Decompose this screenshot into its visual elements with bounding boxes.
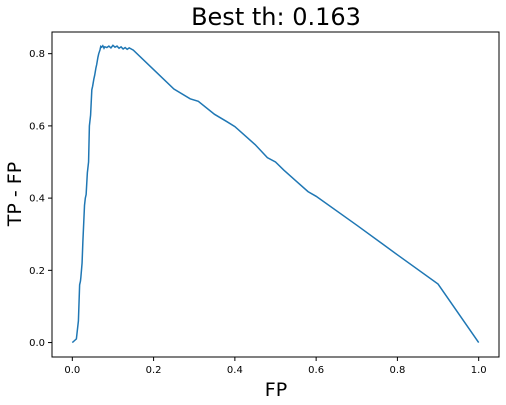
- y-tick-label: 0.6: [29, 121, 45, 132]
- x-tick-label: 0.6: [308, 365, 324, 376]
- x-tick-label: 0.0: [64, 365, 80, 376]
- y-axis-label: TP - FP: [4, 162, 26, 227]
- y-axis: 0.0 0.2 0.4 0.6 0.8: [29, 49, 52, 349]
- x-axis: 0.0 0.2 0.4 0.6 0.8 1.0: [64, 357, 487, 376]
- chart-title: Best th: 0.163: [191, 3, 361, 31]
- y-tick-label: 0.0: [29, 338, 45, 349]
- x-tick-label: 1.0: [471, 365, 487, 376]
- x-tick-label: 0.4: [227, 365, 243, 376]
- x-axis-label: FP: [265, 379, 287, 401]
- x-tick-label: 0.2: [146, 365, 162, 376]
- plot-frame: [51, 31, 500, 358]
- series-line: [71, 44, 480, 344]
- y-tick-label: 0.2: [29, 266, 45, 277]
- y-tick-label: 0.4: [29, 194, 45, 205]
- x-tick-label: 0.8: [389, 365, 405, 376]
- y-tick-label: 0.8: [29, 49, 45, 60]
